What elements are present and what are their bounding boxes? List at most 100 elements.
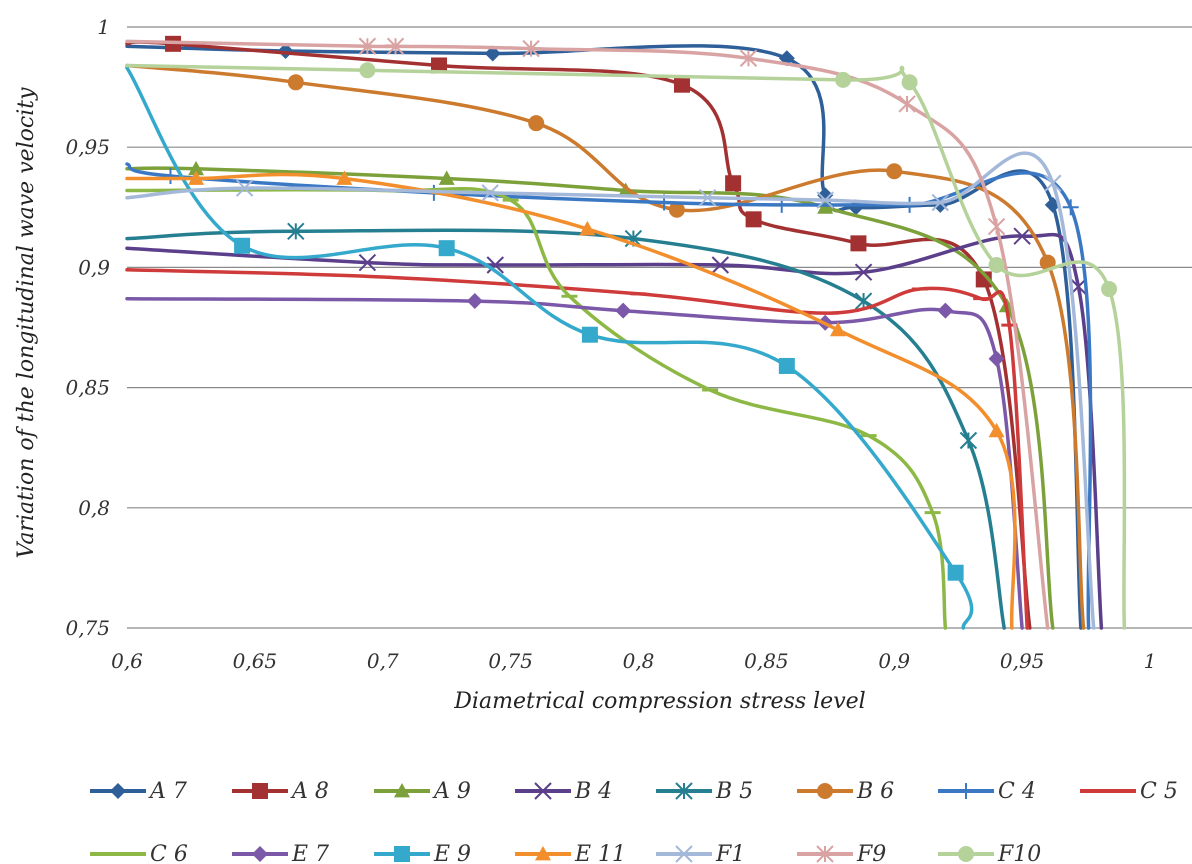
data-point-e7 <box>615 302 632 319</box>
y-tick-label: 0,9 <box>78 255 110 279</box>
legend-label: C 5 <box>1140 779 1178 804</box>
data-point-b6 <box>886 163 903 180</box>
data-point-e9 <box>234 237 251 254</box>
x-tick-label: 0,85 <box>744 649 789 673</box>
series-line-f10 <box>125 63 1127 630</box>
data-point-b4 <box>358 253 377 272</box>
y-axis-ticks: 0,75 0,8 0,85 0,9 0,95 1 <box>65 15 110 640</box>
series-line-f1 <box>125 151 1096 630</box>
data-point-b4 <box>854 263 873 281</box>
legend-marker-a9 <box>394 783 410 798</box>
series-e7 <box>125 293 1024 630</box>
data-point-b4 <box>711 256 730 274</box>
data-point-f1 <box>235 179 254 197</box>
legend-label: C 6 <box>150 842 188 864</box>
legend-marker-f1 <box>675 845 693 863</box>
series-c4 <box>125 162 1093 630</box>
legend-item-c5: C 5 <box>1080 779 1178 804</box>
legend-label: F10 <box>997 842 1041 864</box>
data-point-f10 <box>901 74 918 91</box>
data-point-c4 <box>162 168 179 185</box>
data-point-f9 <box>898 95 916 113</box>
data-point-a8 <box>725 175 742 192</box>
legend: A 7 A 8 A 9 B 4 B 5 B 6 C 4 C 5 C 6 E 7 E 9 E 11 F1 F… <box>90 779 1178 864</box>
legend-marker-a7 <box>110 783 126 799</box>
y-tick-label: 0,75 <box>65 616 110 640</box>
series-b6 <box>125 63 1086 630</box>
data-point-e11 <box>579 220 596 236</box>
data-point-f9 <box>522 39 540 58</box>
legend-label: F1 <box>715 842 745 864</box>
legend-item-b4: B 4 <box>515 779 612 804</box>
legend-item-e11: E 11 <box>515 842 626 864</box>
data-point-a8 <box>431 57 448 74</box>
series-line-a8 <box>125 40 1032 630</box>
data-point-a8 <box>745 211 762 228</box>
x-tick-label: 0,6 <box>111 649 143 673</box>
data-point-e11 <box>829 321 846 337</box>
legend-item-f10: F10 <box>938 842 1041 864</box>
data-point-b6 <box>668 201 685 218</box>
legend-item-b5: B 5 <box>656 779 753 804</box>
y-tick-label: 0,95 <box>65 135 110 159</box>
data-point-f1 <box>816 191 834 209</box>
y-tick-label: 0,8 <box>78 496 110 520</box>
data-point-f10 <box>1101 281 1118 298</box>
legend-item-b6: B 6 <box>797 779 894 804</box>
legend-marker-a8 <box>252 783 268 799</box>
data-point-f1 <box>481 184 499 202</box>
data-point-e9 <box>438 240 455 257</box>
data-point-e9 <box>778 357 795 374</box>
data-point-f1 <box>931 193 949 212</box>
series-f1 <box>125 151 1096 630</box>
data-point-e7 <box>466 293 483 310</box>
data-point-f9 <box>386 37 405 55</box>
legend-item-f1: F1 <box>656 842 745 864</box>
series-f10 <box>125 62 1127 630</box>
x-tick-label: 0,75 <box>488 649 533 673</box>
y-axis-title: Variation of the longitudinal wave veloc… <box>14 87 39 559</box>
legend-item-a8: A 8 <box>232 779 329 804</box>
legend-item-a7: A 7 <box>90 779 187 804</box>
legend-item-a9: A 9 <box>374 779 471 804</box>
data-point-a7 <box>277 43 294 60</box>
legend-marker-f9 <box>816 845 834 863</box>
legend-item-c6: C 6 <box>90 842 188 864</box>
data-point-a8 <box>975 271 992 288</box>
data-point-a9 <box>188 160 205 176</box>
data-point-f1 <box>1044 174 1062 192</box>
x-tick-label: 0,95 <box>1000 649 1045 673</box>
plot-series <box>125 35 1127 630</box>
data-point-f9 <box>987 217 1006 236</box>
legend-marker-b4 <box>534 782 552 800</box>
x-tick-label: 1 <box>1144 649 1157 673</box>
data-point-b4 <box>1013 227 1031 245</box>
legend-label: A 7 <box>148 779 187 804</box>
series-line-c4 <box>125 162 1093 630</box>
series-line-b5 <box>125 228 1006 630</box>
series-line-b6 <box>125 63 1086 630</box>
legend-marker-b6 <box>817 783 833 799</box>
data-point-e9 <box>947 564 964 581</box>
series-b5 <box>125 222 1006 630</box>
legend-marker-b5 <box>675 782 693 800</box>
y-tick-label: 0,85 <box>65 376 110 400</box>
series-line-e7 <box>125 296 1024 630</box>
series-line-e9 <box>125 66 974 630</box>
data-point-e9 <box>581 326 598 343</box>
legend-label: E 9 <box>433 842 471 864</box>
data-point-e7 <box>937 302 954 319</box>
legend-label: F9 <box>856 842 886 864</box>
data-point-b4 <box>486 256 504 274</box>
legend-marker-e11 <box>535 846 551 861</box>
legend-label: B 4 <box>574 779 612 804</box>
grid-lines <box>127 26 1192 629</box>
x-axis-title: Diametrical compression stress level <box>453 689 865 714</box>
data-point-b6 <box>1039 254 1056 271</box>
series-line-f9 <box>125 39 1050 630</box>
data-point-b5 <box>959 431 978 450</box>
series-f9 <box>125 37 1050 630</box>
legend-label: E 7 <box>291 842 329 864</box>
legend-marker-e7 <box>252 846 268 862</box>
data-point-b5 <box>287 222 305 241</box>
